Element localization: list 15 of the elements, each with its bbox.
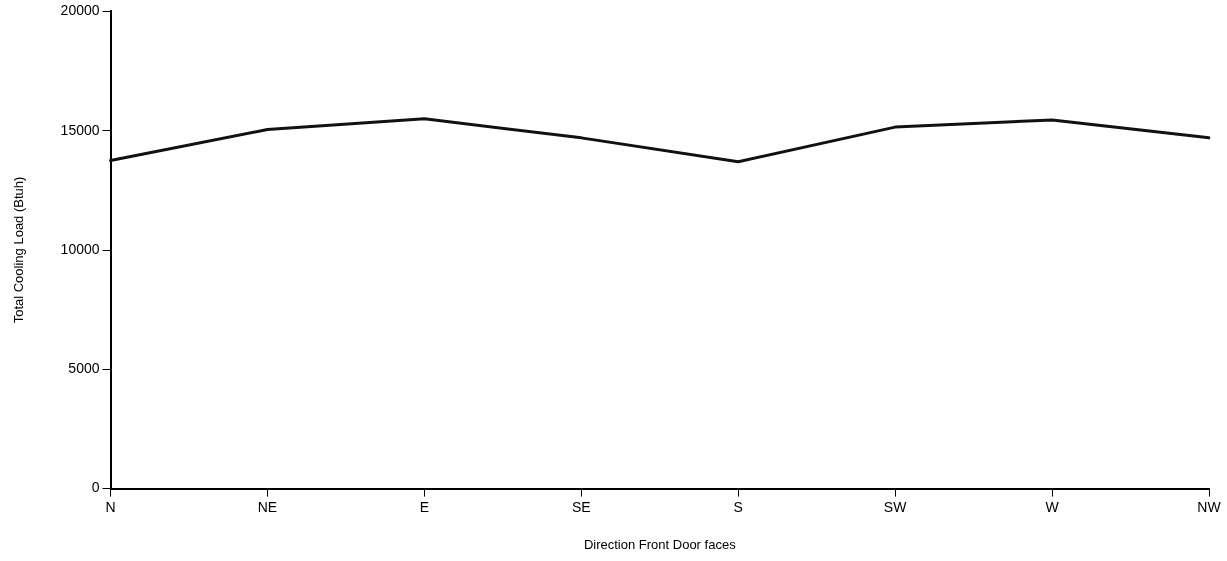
x-tick-label: N (105, 498, 116, 515)
x-tick-label: SE (571, 498, 591, 515)
x-tick-label: E (419, 498, 430, 515)
y-tick-label: 0 (91, 479, 100, 496)
x-tick-label: NE (257, 498, 278, 515)
y-tick-label: 10000 (60, 240, 100, 257)
x-tick-label: SW (883, 498, 908, 515)
x-tick-label: W (1045, 498, 1060, 515)
x-tick-label: S (733, 498, 743, 515)
y-tick-label: 5000 (68, 360, 100, 377)
x-tick-label: NW (1197, 498, 1222, 515)
y-axis-title: Total Cooling Load (Btuh) (11, 176, 27, 324)
x-axis-title: Direction Front Door faces (583, 536, 737, 552)
y-tick-label: 15000 (60, 121, 100, 138)
y-tick-label: 20000 (60, 2, 100, 19)
